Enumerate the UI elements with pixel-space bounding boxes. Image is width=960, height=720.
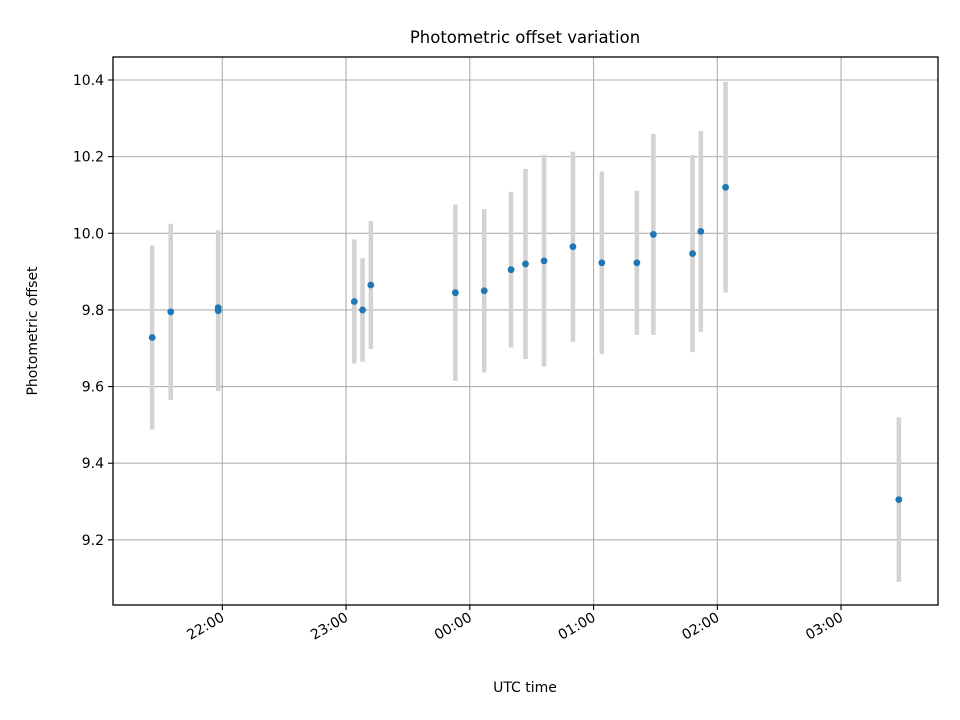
y-tick-label: 10.4 (73, 73, 104, 89)
y-tick-label: 9.8 (82, 303, 104, 319)
y-tick-label: 9.6 (82, 380, 104, 396)
data-point (480, 287, 488, 295)
data-point (540, 257, 548, 265)
y-axis-label: Photometric offset (25, 266, 41, 396)
data-point (569, 243, 577, 251)
data-point (895, 496, 903, 504)
y-tick-label: 10.0 (73, 226, 104, 242)
y-tick-label: 9.4 (82, 456, 104, 472)
data-point (689, 250, 696, 257)
y-tick-label: 10.2 (73, 150, 104, 166)
x-axis-label: UTC time (493, 680, 557, 696)
data-point (451, 289, 459, 297)
data-point (598, 259, 606, 267)
y-tick-label: 9.2 (82, 533, 104, 549)
data-point (633, 259, 641, 267)
data-points (148, 183, 903, 504)
grid (113, 57, 938, 605)
data-point (697, 227, 705, 235)
data-point (507, 266, 515, 274)
data-point (367, 281, 375, 289)
chart-title: Photometric offset variation (410, 28, 640, 47)
plot-area-frame (112, 56, 939, 606)
y-axis-ticks: 9.2 9.4 9.6 9.8 10.0 10.2 10.4 (73, 73, 113, 549)
data-point (167, 308, 175, 316)
data-point (214, 304, 222, 312)
data-point (722, 183, 729, 191)
data-point (148, 334, 156, 341)
data-point (359, 306, 366, 314)
data-point (522, 260, 529, 268)
data-point (350, 298, 358, 305)
data-point (649, 231, 657, 238)
